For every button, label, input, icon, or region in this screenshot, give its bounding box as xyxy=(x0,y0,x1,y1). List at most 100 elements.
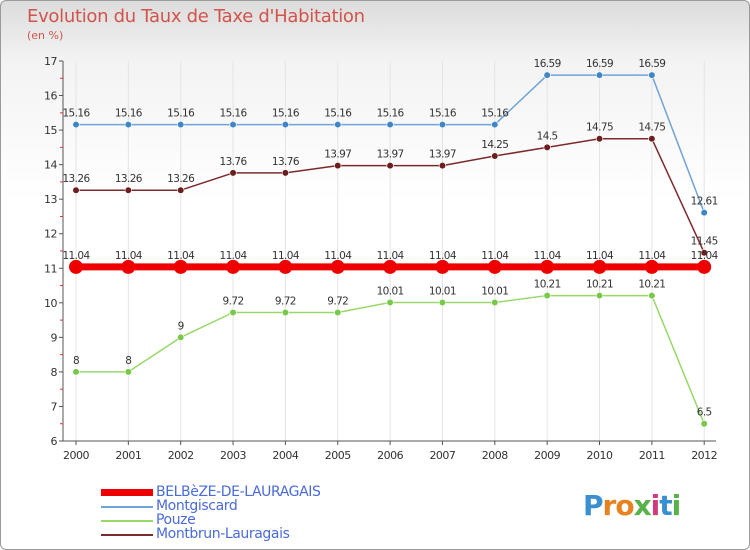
data-label: 15.16 xyxy=(167,108,195,120)
data-point xyxy=(334,120,342,129)
data-point xyxy=(69,259,83,274)
data-point xyxy=(435,259,450,274)
data-label: 14.75 xyxy=(586,122,613,134)
data-label: 11.04 xyxy=(691,250,719,262)
data-point xyxy=(72,120,80,129)
y-tick-label: 10 xyxy=(44,297,57,310)
data-label: 11.04 xyxy=(377,250,405,262)
data-point xyxy=(281,169,290,177)
data-label: 11.45 xyxy=(691,236,718,248)
data-label: 10.01 xyxy=(377,285,404,297)
x-tick-label: 2011 xyxy=(639,449,665,462)
data-label: 10.21 xyxy=(586,279,613,291)
data-point xyxy=(540,259,555,274)
y-tick-label: 15 xyxy=(44,124,57,137)
data-label: 10.01 xyxy=(481,285,508,297)
data-label: 13.76 xyxy=(272,156,300,168)
logo-letter: o xyxy=(615,489,634,522)
data-label: 13.97 xyxy=(429,149,456,161)
data-point xyxy=(644,259,659,274)
data-label: 13.97 xyxy=(377,149,404,161)
logo-letter: i xyxy=(671,489,682,522)
x-tick-label: 2008 xyxy=(482,449,508,462)
data-label: 9.72 xyxy=(327,295,348,307)
data-point xyxy=(648,135,656,143)
y-tick-label: 7 xyxy=(51,400,58,413)
data-point xyxy=(334,308,342,317)
x-tick-label: 2009 xyxy=(534,449,560,462)
data-point xyxy=(229,308,237,317)
legend-swatch-pouze xyxy=(101,520,153,522)
data-point xyxy=(72,368,80,376)
data-label: 13.76 xyxy=(220,156,248,168)
x-tick-label: 2010 xyxy=(587,449,613,462)
x-tick-label: 2012 xyxy=(691,449,717,462)
legend-swatch-montgiscard xyxy=(101,506,153,508)
data-label: 12.61 xyxy=(691,196,718,208)
data-point xyxy=(386,120,394,129)
data-point xyxy=(697,259,712,274)
data-point xyxy=(543,143,551,151)
data-point xyxy=(124,186,132,194)
y-tick-label: 13 xyxy=(44,193,57,206)
y-tick-label: 12 xyxy=(44,228,57,241)
data-point xyxy=(124,120,132,129)
data-label: 11.04 xyxy=(272,250,300,262)
data-point xyxy=(592,259,607,274)
data-point xyxy=(438,120,447,129)
data-label: 15.16 xyxy=(481,108,509,120)
data-label: 6.5 xyxy=(697,407,712,419)
x-tick-label: 2002 xyxy=(168,449,194,462)
data-point xyxy=(487,259,502,274)
data-label: 9.72 xyxy=(275,295,296,307)
data-label: 13.26 xyxy=(167,173,195,185)
data-point xyxy=(700,420,708,428)
data-point xyxy=(595,71,604,79)
data-label: 11.04 xyxy=(638,250,666,262)
data-label: 16.59 xyxy=(586,58,613,70)
proxiti-logo: Proxiti xyxy=(583,489,682,522)
data-label: 11.04 xyxy=(220,250,248,262)
data-point xyxy=(226,259,241,274)
data-point xyxy=(229,120,237,129)
logo-letter: P xyxy=(583,489,604,522)
data-point xyxy=(543,71,551,79)
data-label: 13.26 xyxy=(115,173,143,185)
data-label: 13.97 xyxy=(324,149,351,161)
data-label: 11.04 xyxy=(481,250,509,262)
data-point xyxy=(177,186,185,194)
data-point xyxy=(438,298,447,307)
data-point xyxy=(543,291,551,300)
data-point xyxy=(173,259,188,274)
y-tick-label: 6 xyxy=(51,435,58,448)
data-label: 15.16 xyxy=(115,108,143,120)
y-tick-label: 8 xyxy=(51,366,58,379)
legend-label-montbrun: Montbrun-Lauragais xyxy=(156,526,290,542)
data-label: 8 xyxy=(125,355,131,367)
data-point xyxy=(648,71,656,79)
data-label: 15.16 xyxy=(62,108,90,120)
data-label: 15.16 xyxy=(272,108,300,120)
x-tick-label: 2006 xyxy=(377,449,403,462)
data-point xyxy=(648,291,656,300)
data-label: 16.59 xyxy=(534,58,561,70)
data-label: 10.21 xyxy=(638,279,665,291)
data-label: 15.16 xyxy=(324,108,352,120)
x-tick-label: 2007 xyxy=(429,449,455,462)
chart-title: Evolution du Taux de Taxe d'Habitation xyxy=(27,6,365,27)
y-tick-label: 16 xyxy=(44,90,57,103)
logo-letter: t xyxy=(659,489,672,522)
data-label: 9 xyxy=(178,320,184,332)
data-label: 11.04 xyxy=(586,250,614,262)
data-point xyxy=(229,169,237,177)
data-label: 15.16 xyxy=(377,108,405,120)
data-label: 11.04 xyxy=(167,250,195,262)
x-tick-label: 2003 xyxy=(220,449,246,462)
data-point xyxy=(700,249,708,257)
data-label: 14.5 xyxy=(537,130,558,142)
data-label: 14.75 xyxy=(638,122,665,134)
x-tick-label: 2004 xyxy=(272,449,298,462)
data-point xyxy=(334,162,342,170)
